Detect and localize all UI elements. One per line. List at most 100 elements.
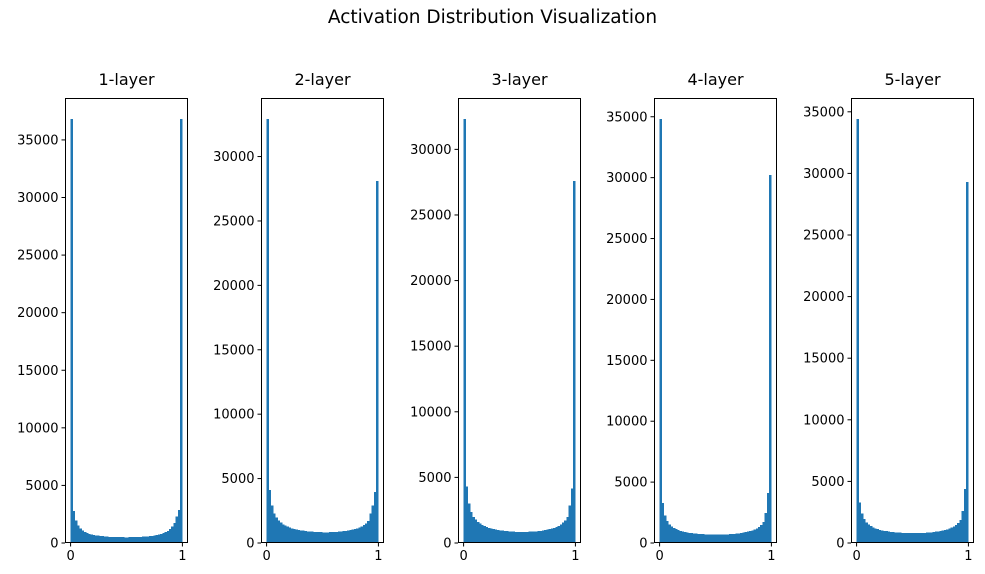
subplot-title: 1-layer (98, 70, 155, 89)
y-tick-label: 10000 (410, 405, 451, 420)
histogram-bar (746, 531, 750, 543)
histogram-bar (523, 531, 527, 543)
histogram-bar (81, 530, 85, 543)
y-tick-label: 30000 (606, 171, 647, 186)
histogram-bar (706, 534, 709, 543)
histogram-bar (740, 532, 743, 543)
histogram-bar (92, 534, 96, 543)
histogram-bar (708, 534, 712, 543)
histogram-bar (711, 534, 714, 543)
histogram-bar (557, 525, 560, 543)
y-tick-label: 10000 (17, 421, 58, 436)
histogram-bar (344, 530, 348, 543)
histogram-bar (288, 527, 292, 543)
histogram-bar (128, 537, 131, 543)
x-tick-label: 1 (964, 549, 972, 564)
axes-frame (654, 98, 777, 543)
histogram-bar (528, 531, 531, 543)
histogram-bar (684, 531, 687, 543)
histogram-bar (564, 520, 567, 543)
x-tick-label: 1 (571, 549, 579, 564)
histogram-bar (309, 531, 312, 543)
histogram-bar (688, 532, 691, 543)
histogram-bar (664, 515, 667, 543)
x-tick-label: 0 (655, 549, 663, 564)
histogram-bar (573, 180, 576, 544)
histogram-bar (499, 530, 502, 543)
histogram-bar (870, 526, 873, 543)
histogram-bar (553, 527, 556, 543)
subplot-title: 2-layer (294, 70, 351, 89)
histogram-bar (943, 529, 947, 543)
histogram-bar (320, 532, 323, 543)
histogram-bar (865, 522, 868, 543)
histogram-bar (137, 536, 140, 543)
histogram-bar (130, 537, 134, 543)
histogram-bar (97, 535, 100, 543)
histogram-bar (766, 493, 770, 543)
histogram-bar (755, 528, 758, 543)
histogram-bar (735, 533, 738, 543)
y-tick-label: 15000 (606, 354, 647, 369)
y-tick-label: 25000 (410, 208, 451, 223)
histogram-bar (751, 530, 754, 543)
histogram-bar (122, 537, 125, 543)
histogram-bar (878, 529, 882, 543)
histogram-bar (737, 533, 741, 543)
histogram-bar (760, 524, 763, 543)
histogram-bar (702, 534, 705, 543)
histogram-bar (952, 526, 955, 543)
histogram-bar (508, 531, 511, 543)
histogram-bar (286, 526, 289, 543)
histogram-bar (497, 529, 500, 543)
histogram-bar (362, 525, 365, 543)
histogram-bar (950, 527, 953, 543)
histogram-bar (180, 119, 183, 543)
histogram-bar (160, 533, 163, 543)
y-tick-label: 10000 (213, 408, 254, 423)
histogram-bar (681, 531, 685, 543)
histogram-bar (679, 530, 682, 543)
histogram-bar (146, 536, 149, 543)
histogram-bar (479, 523, 482, 543)
histogram-bar (690, 533, 694, 543)
histogram-bar (351, 529, 354, 543)
histogram-bar (151, 535, 154, 543)
histogram-bar (291, 528, 294, 543)
histogram-bar (168, 529, 172, 543)
histogram-bar (858, 502, 862, 543)
histogram-bar (905, 533, 909, 543)
histogram-bar (364, 523, 368, 543)
histogram-bar (322, 532, 325, 543)
histogram-bar (297, 529, 301, 543)
histogram-bar (273, 513, 276, 543)
y-tick-label: 10000 (803, 413, 844, 428)
histogram-bar (463, 119, 466, 543)
histogram-bar (566, 517, 569, 543)
subplot-5-layer: 5-layer 0 5000 10000 15000 20000 25000 30000 35… (803, 70, 974, 564)
histogram-bar (908, 533, 911, 543)
histogram-bar (930, 532, 933, 543)
histogram-bar (941, 530, 944, 543)
histogram-bar (369, 513, 372, 543)
histogram-bar (561, 522, 565, 543)
histogram-bar (903, 532, 906, 543)
histogram-bar (335, 531, 339, 543)
histogram-bar (293, 528, 296, 543)
histogram-bar (266, 119, 269, 543)
histogram-bar (539, 530, 542, 543)
histogram-bar (326, 532, 330, 543)
histogram-bar (744, 532, 747, 543)
histogram-bar (472, 516, 475, 543)
histogram-bar (916, 533, 920, 543)
y-tick-label: 5000 (25, 479, 58, 494)
histogram-bar (162, 533, 165, 543)
histogram-bar (124, 537, 127, 543)
histogram-plot: 0 5000 10000 15000 20000 25000 30000 35000 0 1 (17, 98, 188, 564)
histogram-bar (485, 526, 489, 543)
axes-frame (65, 98, 188, 543)
y-tick-label: 25000 (17, 249, 58, 264)
histogram-bar (890, 531, 893, 543)
histogram-bar (537, 531, 540, 543)
histogram-bar (872, 527, 875, 543)
